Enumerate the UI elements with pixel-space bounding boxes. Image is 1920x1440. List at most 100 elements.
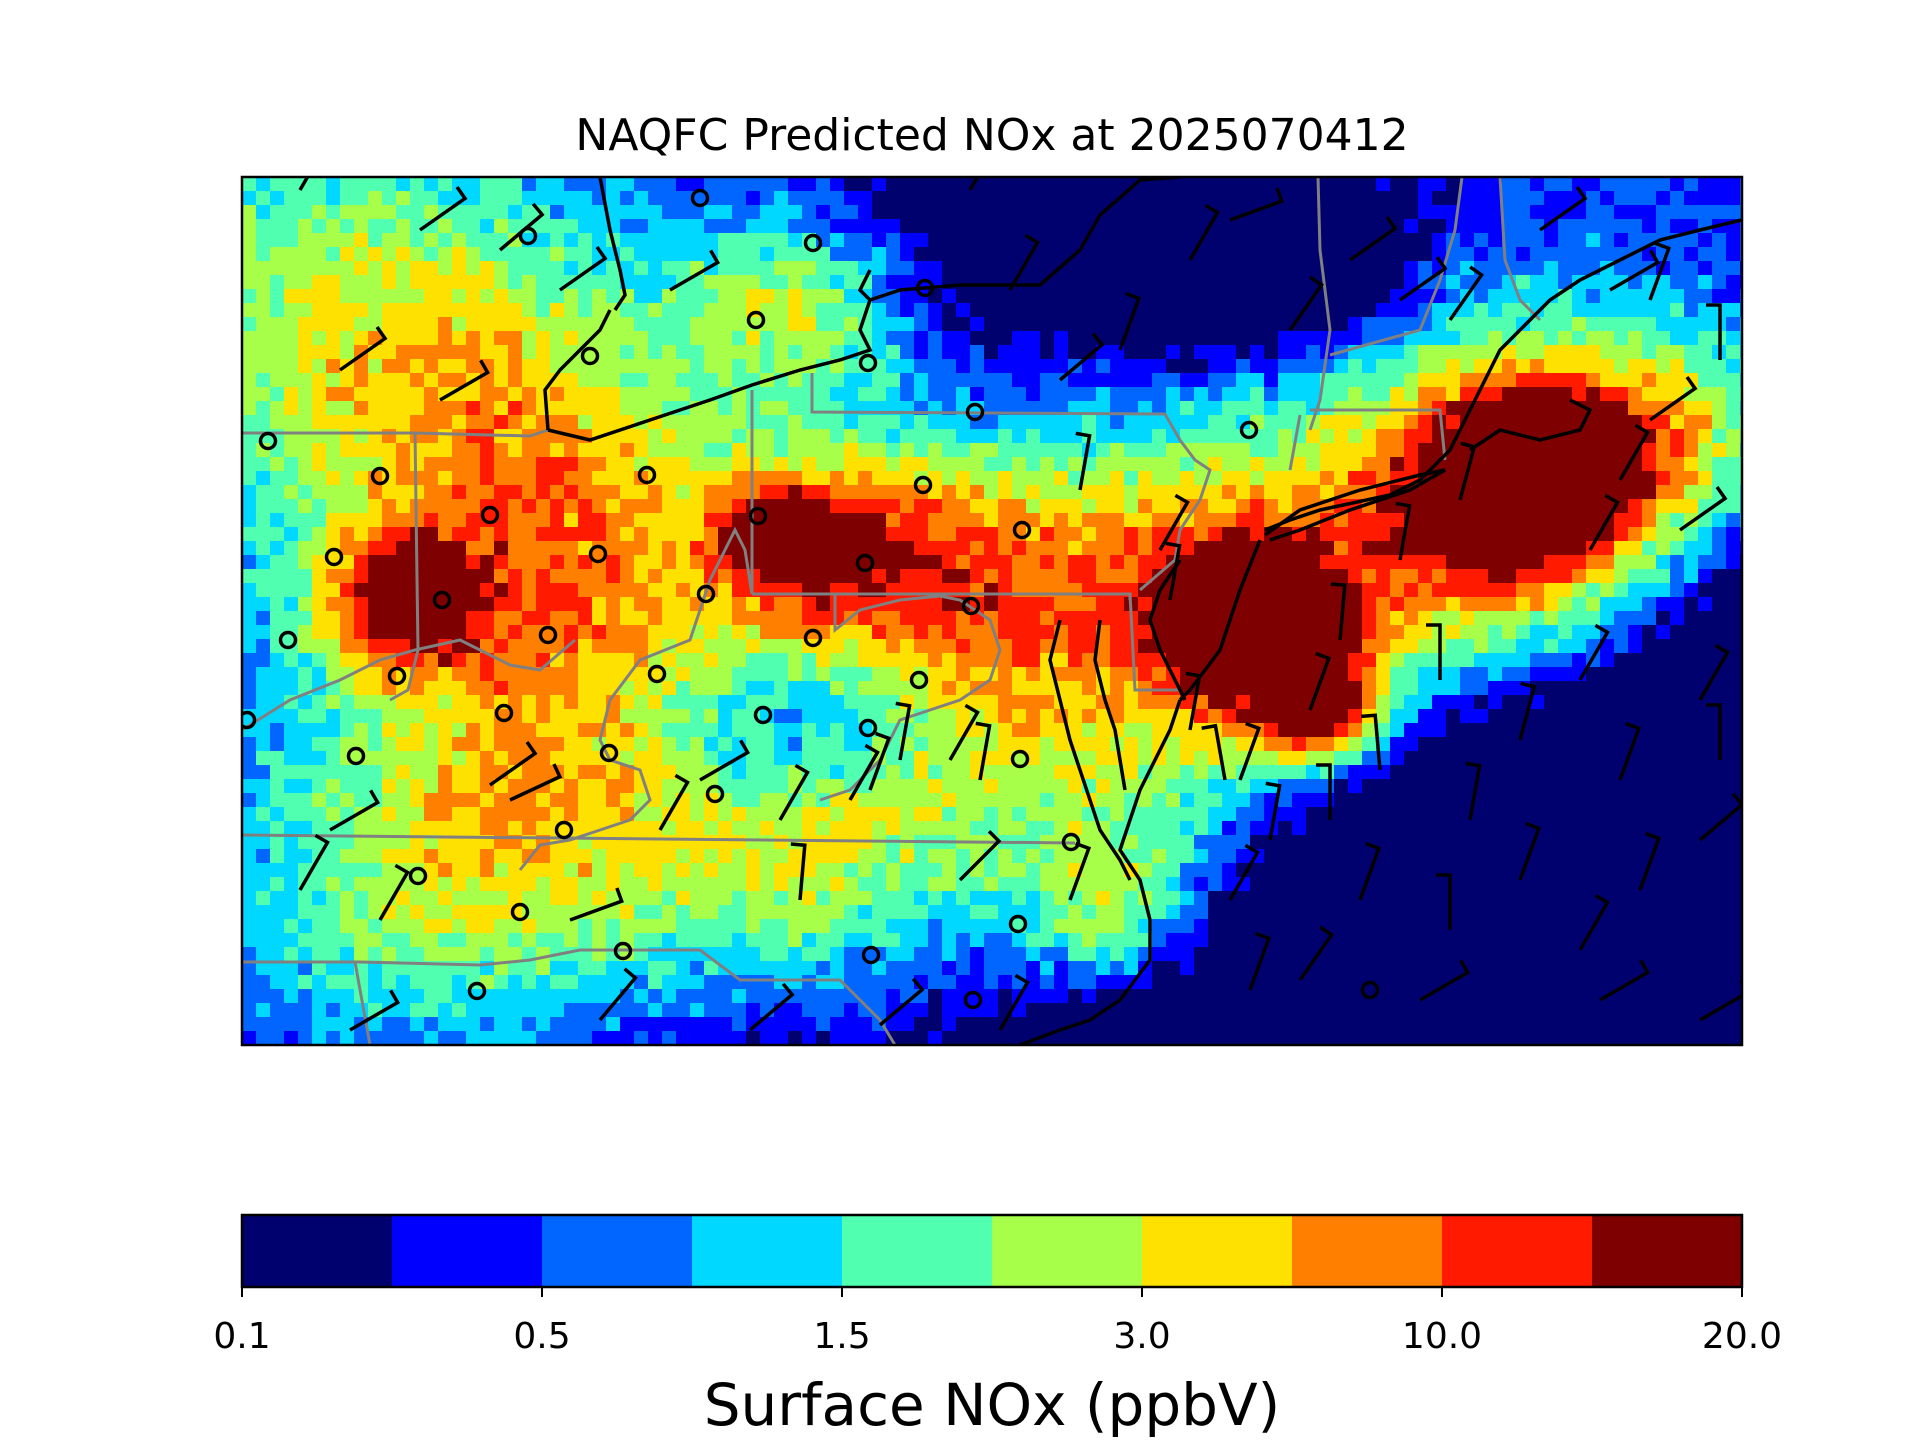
wind-barb	[1538, 185, 1588, 232]
wind-barb	[338, 325, 388, 372]
site-marker	[1012, 520, 1032, 540]
site-marker	[1360, 980, 1380, 1000]
wind-barb	[1588, 493, 1620, 551]
wind-barb	[998, 973, 1030, 1031]
colorbar-tick-label: 10.0	[1402, 1316, 1482, 1357]
wind-barb	[1458, 441, 1477, 501]
colorbar-box	[842, 1215, 993, 1287]
wind-barb	[418, 185, 468, 232]
coastline-va	[1019, 699, 1182, 1045]
wind-barb	[669, 249, 721, 292]
colorbar-tick-label: 0.5	[513, 1316, 570, 1357]
wind-barb	[958, 829, 1002, 882]
wind-barb	[349, 989, 401, 1032]
wind-barb	[298, 833, 330, 891]
lake-shore	[543, 309, 612, 431]
wind-barb	[1465, 761, 1482, 821]
wind-barb	[1648, 375, 1698, 422]
wind-barb	[1618, 721, 1642, 781]
colorbar-frame	[240, 1213, 1744, 1289]
state-boundaries	[242, 177, 1542, 1045]
wind-barb	[498, 202, 545, 252]
state-line	[518, 390, 754, 871]
wind-barb	[1248, 931, 1272, 991]
colorbar-tick-label: 3.0	[1113, 1316, 1170, 1357]
wind-barb	[598, 967, 638, 1022]
map-frame	[240, 175, 1744, 1047]
coastlines	[543, 177, 1742, 1045]
wind-barb	[1229, 187, 1284, 222]
wind-barb	[658, 773, 690, 831]
river-line	[598, 177, 627, 311]
state-line	[242, 638, 576, 732]
site-marker	[554, 820, 574, 840]
wind-barb	[558, 245, 608, 292]
site-marker	[387, 666, 407, 686]
site-marker	[580, 346, 600, 366]
coastline-nj	[1178, 539, 1262, 702]
chesapeake-east	[1093, 619, 1127, 791]
site-marker	[324, 547, 344, 567]
wind-barb	[748, 982, 795, 1032]
wind-barb	[1265, 781, 1282, 841]
wind-barb	[778, 763, 810, 821]
monitoring-sites	[242, 188, 1380, 1010]
site-marker	[746, 310, 766, 330]
wind-barb	[1188, 203, 1220, 261]
wind-barb	[948, 703, 980, 761]
wind-barb	[1068, 841, 1092, 901]
wind-barb	[1618, 423, 1650, 481]
wind-barbs	[298, 177, 1742, 1032]
wind-barb	[699, 739, 751, 782]
site-marker	[965, 402, 985, 422]
wind-barb	[1316, 763, 1332, 820]
colorbar-box	[692, 1215, 843, 1287]
site-marker	[705, 784, 725, 804]
wind-barb	[329, 789, 381, 832]
map-title: NAQFC Predicted NOx at 2025070412	[575, 110, 1408, 161]
wind-barb	[1578, 893, 1610, 951]
site-marker	[278, 630, 298, 650]
site-marker	[909, 670, 929, 690]
colorbar: 0.1 0.5 1.5 3.0 10.0 20.0 Surface NOx (ppbV)	[213, 1213, 1782, 1439]
wind-barb	[1599, 959, 1651, 1002]
wind-barb	[1165, 541, 1182, 601]
wind-barb	[1518, 681, 1537, 741]
wind-barb	[1518, 821, 1542, 881]
wind-barb	[1698, 643, 1730, 701]
site-marker	[690, 188, 710, 208]
site-marker	[1061, 832, 1081, 852]
chesapeake-west	[1048, 619, 1132, 881]
colorbar-label: Surface NOx (ppbV)	[704, 1371, 1281, 1439]
site-marker	[480, 505, 500, 525]
site-marker	[258, 431, 278, 451]
cape-cod	[1469, 398, 1593, 452]
wind-barb	[488, 740, 538, 787]
lake-shore	[547, 269, 873, 442]
site-marker	[647, 664, 667, 684]
wind-barb	[378, 863, 410, 921]
lake-shore	[869, 177, 1181, 302]
site-marker	[1008, 914, 1028, 934]
site-marker	[518, 226, 538, 246]
wind-barb	[1118, 291, 1142, 351]
wind-barb	[790, 842, 807, 901]
wind-barb	[1638, 831, 1662, 891]
colorbar-tick-label: 20.0	[1702, 1316, 1782, 1357]
wind-barb	[1436, 873, 1452, 930]
wind-barb	[1185, 671, 1202, 731]
wind-barb	[1348, 215, 1398, 262]
site-marker	[538, 625, 558, 645]
site-marker	[803, 233, 823, 253]
delaware-bay	[1148, 559, 1187, 701]
site-marker	[370, 466, 390, 486]
wind-barb	[1008, 233, 1040, 291]
state-line	[242, 948, 780, 982]
colorbar-box	[992, 1215, 1143, 1287]
site-marker	[242, 710, 257, 730]
site-marker	[432, 590, 452, 610]
state-line	[1288, 414, 1302, 471]
site-marker	[858, 718, 878, 738]
wind-barb	[1358, 841, 1382, 901]
wind-barb	[1298, 925, 1334, 982]
